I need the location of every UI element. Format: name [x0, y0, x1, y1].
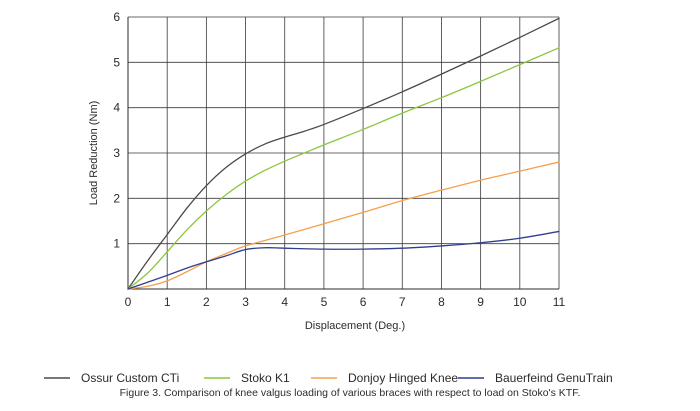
legend-label: Stoko K1: [241, 371, 290, 385]
legend-label: Ossur Custom CTi: [81, 371, 179, 385]
x-tick-label: 11: [553, 295, 566, 309]
x-tick-label: 7: [399, 295, 406, 309]
legend-item-ossur-custom-cti: Ossur Custom CTi: [44, 371, 179, 385]
legend: Ossur Custom CTi Stoko K1 Donjoy Hinged Kn…: [44, 371, 613, 385]
x-tick-label: 4: [281, 295, 288, 309]
legend-label: Bauerfeind GenuTrain: [495, 371, 613, 385]
grid: [128, 16, 560, 289]
x-axis-title: Displacement (Deg.): [305, 320, 405, 332]
x-tick-label: 6: [360, 295, 367, 309]
series-lines: [127, 17, 560, 290]
legend-item-stoko-k1: Stoko K1: [204, 371, 290, 385]
series-line-bauerfeind-genutrain: [127, 230, 560, 290]
y-tick-label: 5: [113, 55, 120, 69]
y-tick-label: 3: [113, 146, 120, 160]
y-tick-label: 6: [113, 10, 120, 24]
y-tick-label: 2: [113, 191, 120, 205]
legend-item-donjoy-hinged-knee: Donjoy Hinged Knee: [311, 371, 458, 385]
x-tick-label: 8: [438, 295, 445, 309]
x-tick-label: 5: [321, 295, 328, 309]
legend-item-bauerfeind-genutrain: Bauerfeind GenuTrain: [458, 371, 613, 385]
axes: [127, 17, 559, 290]
x-tick-label: 3: [242, 295, 249, 309]
x-tick-label: 9: [477, 295, 484, 309]
x-tick-label: 2: [203, 295, 210, 309]
series-line-stoko-k1: [127, 47, 560, 290]
series-line-donjoy-hinged-knee: [127, 161, 560, 290]
y-axis-title: Load Reduction (Nm): [88, 101, 100, 206]
y-tick-label: 4: [113, 101, 120, 115]
x-tick-label: 0: [125, 295, 132, 309]
figure-caption: Figure 3. Comparison of knee valgus load…: [120, 387, 581, 399]
x-tick-label: 1: [164, 295, 171, 309]
y-tick-label: 1: [113, 237, 120, 251]
legend-label: Donjoy Hinged Knee: [348, 371, 458, 385]
x-tick-label: 10: [513, 295, 527, 309]
series-line-ossur-custom-cti: [127, 17, 560, 290]
